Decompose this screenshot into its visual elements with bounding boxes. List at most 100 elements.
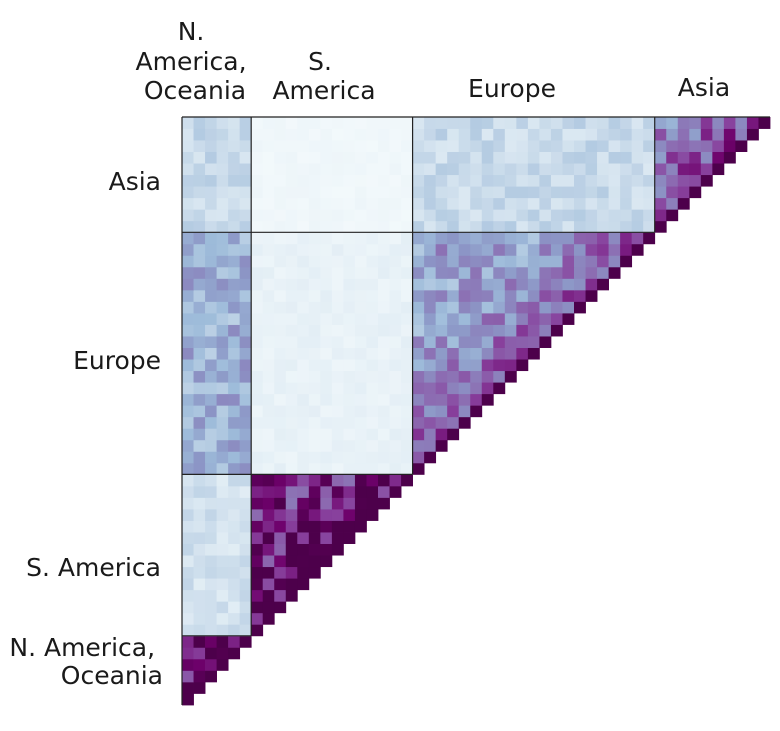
heatmap-cell [527,174,540,187]
heatmap-cell [216,451,229,464]
heatmap-cell [251,220,264,233]
heatmap-cell [343,416,356,429]
heatmap-cell [331,451,344,464]
heatmap-cell [193,393,206,406]
heatmap-cell [516,174,529,187]
heatmap-cell [435,313,448,325]
heatmap-cell [262,255,275,268]
heatmap-diagonal-cell [735,140,748,152]
heatmap-cell [285,128,298,141]
heatmap-cell [389,278,402,291]
heatmap-cell [389,393,402,406]
heatmap-cell [458,197,471,210]
heatmap-cell [516,128,529,141]
heatmap-cell [285,347,298,360]
heatmap-cell [389,405,402,418]
heatmap-cell [262,578,275,591]
heatmap-cell [470,128,483,141]
heatmap-cell [412,220,425,233]
heatmap-diagonal-cell [677,197,690,210]
heatmap-cell [320,232,333,245]
heatmap-cell [424,186,437,199]
heatmap-cell [285,497,298,510]
heatmap-cell [216,520,229,533]
heatmap-cell [239,140,252,152]
heatmap-cell [285,243,298,256]
heatmap-cell [182,313,194,325]
heatmap-cell [378,370,390,383]
heatmap-cell [239,474,252,487]
heatmap-cell [470,117,483,129]
heatmap-cell [320,520,333,533]
heatmap-cell [262,474,275,487]
heatmap-cell [193,128,206,141]
heatmap-cell [274,186,287,199]
heatmap-cell [285,532,298,544]
heatmap-cell [470,266,483,279]
heatmap-cell [331,393,344,406]
heatmap-cell [239,485,252,498]
heatmap-cell [354,451,367,464]
heatmap-cell [228,301,241,314]
heatmap-cell [331,474,344,487]
heatmap-diagonal-cell [193,681,206,694]
heatmap-cell [435,232,448,245]
heatmap-cell [285,278,298,291]
heatmap-cell [643,163,656,176]
heatmap-cell [597,186,609,199]
heatmap-cell [481,232,494,245]
heatmap-cell [447,313,460,325]
heatmap-cell [643,209,656,222]
heatmap-cell [481,370,494,383]
heatmap-cell [585,232,598,245]
heatmap-cell [320,474,333,487]
heatmap-cell [182,612,194,625]
heatmap-cell [205,255,217,268]
heatmap-cell [297,416,310,429]
block-divider-lines [181,116,770,705]
heatmap-cell [470,186,483,199]
heatmap-cell [205,140,217,152]
heatmap-cell [216,382,229,395]
heatmap-cell [216,647,229,660]
heatmap-cell [297,543,310,556]
heatmap-cell [228,197,241,210]
heatmap-cell [493,266,506,279]
heatmap-cell [378,117,390,129]
heatmap-cell [251,209,264,222]
heatmap-cell [193,117,206,129]
heatmap-cell [308,520,321,533]
heatmap-cell [527,336,540,348]
heatmap-cell [689,151,702,164]
heatmap-cell [228,324,241,337]
heatmap-cell [550,289,563,302]
heatmap-cell [366,266,379,279]
heatmap-cell [182,347,194,360]
heatmap-cell [262,186,275,199]
heatmap-cell [216,428,229,441]
heatmap-cell [308,451,321,464]
heatmap-cell [574,128,586,141]
heatmap-cell [550,151,563,164]
heatmap-cell [539,289,552,302]
heatmap-cell [285,209,298,222]
heatmap-cell [239,186,252,199]
top-label-south-america: S. America [272,47,375,105]
heatmap-cell [331,301,344,314]
heatmap-cell [712,151,725,164]
heatmap-cell [251,232,264,245]
heatmap-cell [493,140,506,152]
heatmap-cell [320,543,333,556]
heatmap-cell [574,289,586,302]
heatmap-cell [228,232,241,245]
heatmap-cell [205,497,217,510]
heatmap-cell [458,266,471,279]
heatmap-cell [481,186,494,199]
heatmap-cell [550,232,563,245]
heatmap-cell [631,128,644,141]
heatmap-cell [378,186,390,199]
heatmap-diagonal-cell [274,601,287,614]
heatmap-diagonal-cell [297,578,310,591]
heatmap-cell [516,278,529,291]
heatmap-cell [331,174,344,187]
